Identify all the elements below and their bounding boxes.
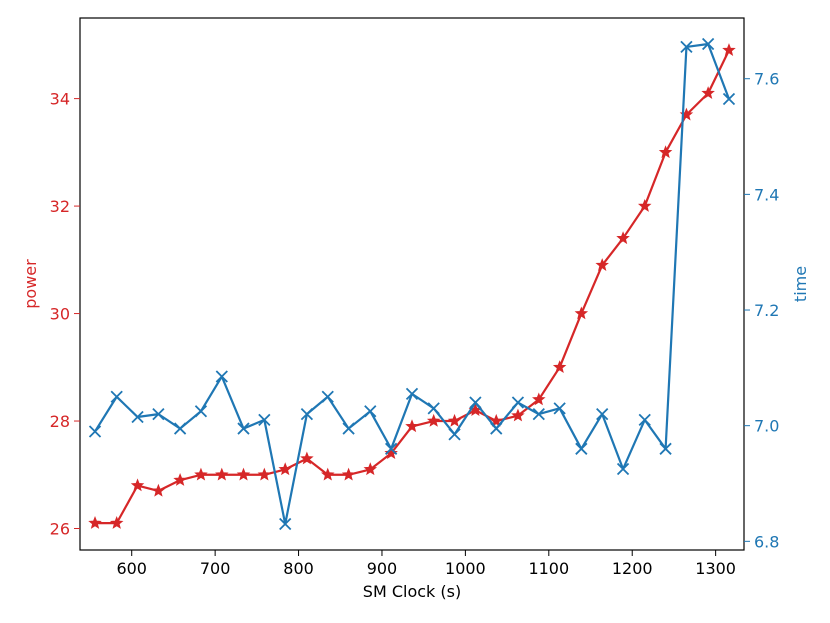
time-point <box>616 462 630 476</box>
time-point <box>532 407 545 421</box>
x-tick-label: 1200 <box>612 559 653 578</box>
y-left-tick-label: 30 <box>50 305 70 324</box>
time-point <box>194 405 208 418</box>
power-point <box>384 446 398 460</box>
power-point <box>88 516 102 529</box>
time-point <box>701 37 715 51</box>
y-left-tick-label: 32 <box>50 197 70 216</box>
power-point <box>278 462 292 476</box>
time-point <box>215 370 228 383</box>
series-layer <box>88 37 736 531</box>
x-tick-label: 1100 <box>528 559 569 578</box>
time-point <box>575 442 588 455</box>
power-point <box>130 478 145 492</box>
y-left-tick-label: 26 <box>50 520 70 539</box>
power-point <box>300 451 314 465</box>
time-point <box>490 422 503 435</box>
power-point <box>701 86 715 99</box>
power-point <box>363 462 378 476</box>
power-point <box>552 360 567 374</box>
power-point <box>722 43 736 56</box>
x-axis-title: SM Clock (s) <box>363 582 461 601</box>
time-point <box>405 387 419 401</box>
power-point <box>236 467 251 481</box>
power-point <box>595 258 609 271</box>
y-axis-left-title: power <box>21 259 40 309</box>
power-point <box>215 467 229 481</box>
power-point <box>532 392 546 406</box>
power-point <box>574 306 589 320</box>
y-axis-right-title: time <box>791 266 810 302</box>
power-line <box>95 49 730 525</box>
x-tick-label: 1300 <box>695 559 736 578</box>
y-right-tick-label: 7.4 <box>754 185 779 204</box>
power-point <box>194 467 208 481</box>
time-point <box>279 517 292 531</box>
x-axis: 600 700 800 900 1000 1100 1200 1300 <box>116 550 736 578</box>
time-point <box>342 422 355 435</box>
y-left-tick-label: 34 <box>50 90 70 109</box>
power-point <box>405 419 419 433</box>
time-point <box>680 40 693 54</box>
x-tick-label: 900 <box>367 559 398 578</box>
power-point <box>257 467 272 481</box>
time-point <box>110 390 123 403</box>
time-point <box>385 442 398 455</box>
power-point <box>426 413 441 427</box>
y-right-tick-label: 6.8 <box>754 532 779 551</box>
time-point <box>258 413 271 427</box>
power-point <box>616 231 630 245</box>
time-point <box>596 407 609 421</box>
power-point <box>658 145 673 159</box>
time-point <box>469 396 482 409</box>
time-point <box>427 402 440 415</box>
power-point <box>173 473 187 486</box>
power-point <box>109 516 124 529</box>
time-line <box>94 42 731 526</box>
y-left-tick-label: 28 <box>50 412 70 431</box>
time-point <box>553 402 566 415</box>
time-point <box>152 407 165 421</box>
time-point <box>659 442 672 455</box>
power-series <box>88 43 736 529</box>
time-point <box>511 396 525 409</box>
power-point <box>489 413 504 427</box>
time-point <box>321 390 334 403</box>
time-point <box>448 428 461 441</box>
power-point <box>341 467 356 481</box>
power-point <box>151 483 166 497</box>
time-series <box>88 37 736 531</box>
x-tick-label: 1000 <box>445 559 486 578</box>
time-point <box>722 92 736 106</box>
x-tick-label: 600 <box>116 559 147 578</box>
y-right-tick-label: 7.2 <box>754 301 779 320</box>
y-axis-right: 6.8 7.0 7.2 7.4 7.6 <box>744 70 779 551</box>
time-point <box>173 422 187 435</box>
power-point <box>447 413 462 427</box>
y-right-tick-label: 7.0 <box>754 417 779 436</box>
power-point <box>637 198 652 212</box>
time-point <box>300 407 314 421</box>
y-right-tick-label: 7.6 <box>754 70 779 89</box>
time-point <box>364 405 377 418</box>
power-point <box>320 467 335 481</box>
time-point <box>638 413 651 427</box>
time-point <box>237 422 250 435</box>
time-point <box>88 425 102 438</box>
x-tick-label: 700 <box>200 559 231 578</box>
power-point <box>511 408 525 422</box>
y-axis-left: 26 28 30 32 34 <box>50 90 80 539</box>
plot-frame <box>79 17 745 551</box>
x-tick-label: 800 <box>283 559 314 578</box>
time-point <box>131 410 144 424</box>
